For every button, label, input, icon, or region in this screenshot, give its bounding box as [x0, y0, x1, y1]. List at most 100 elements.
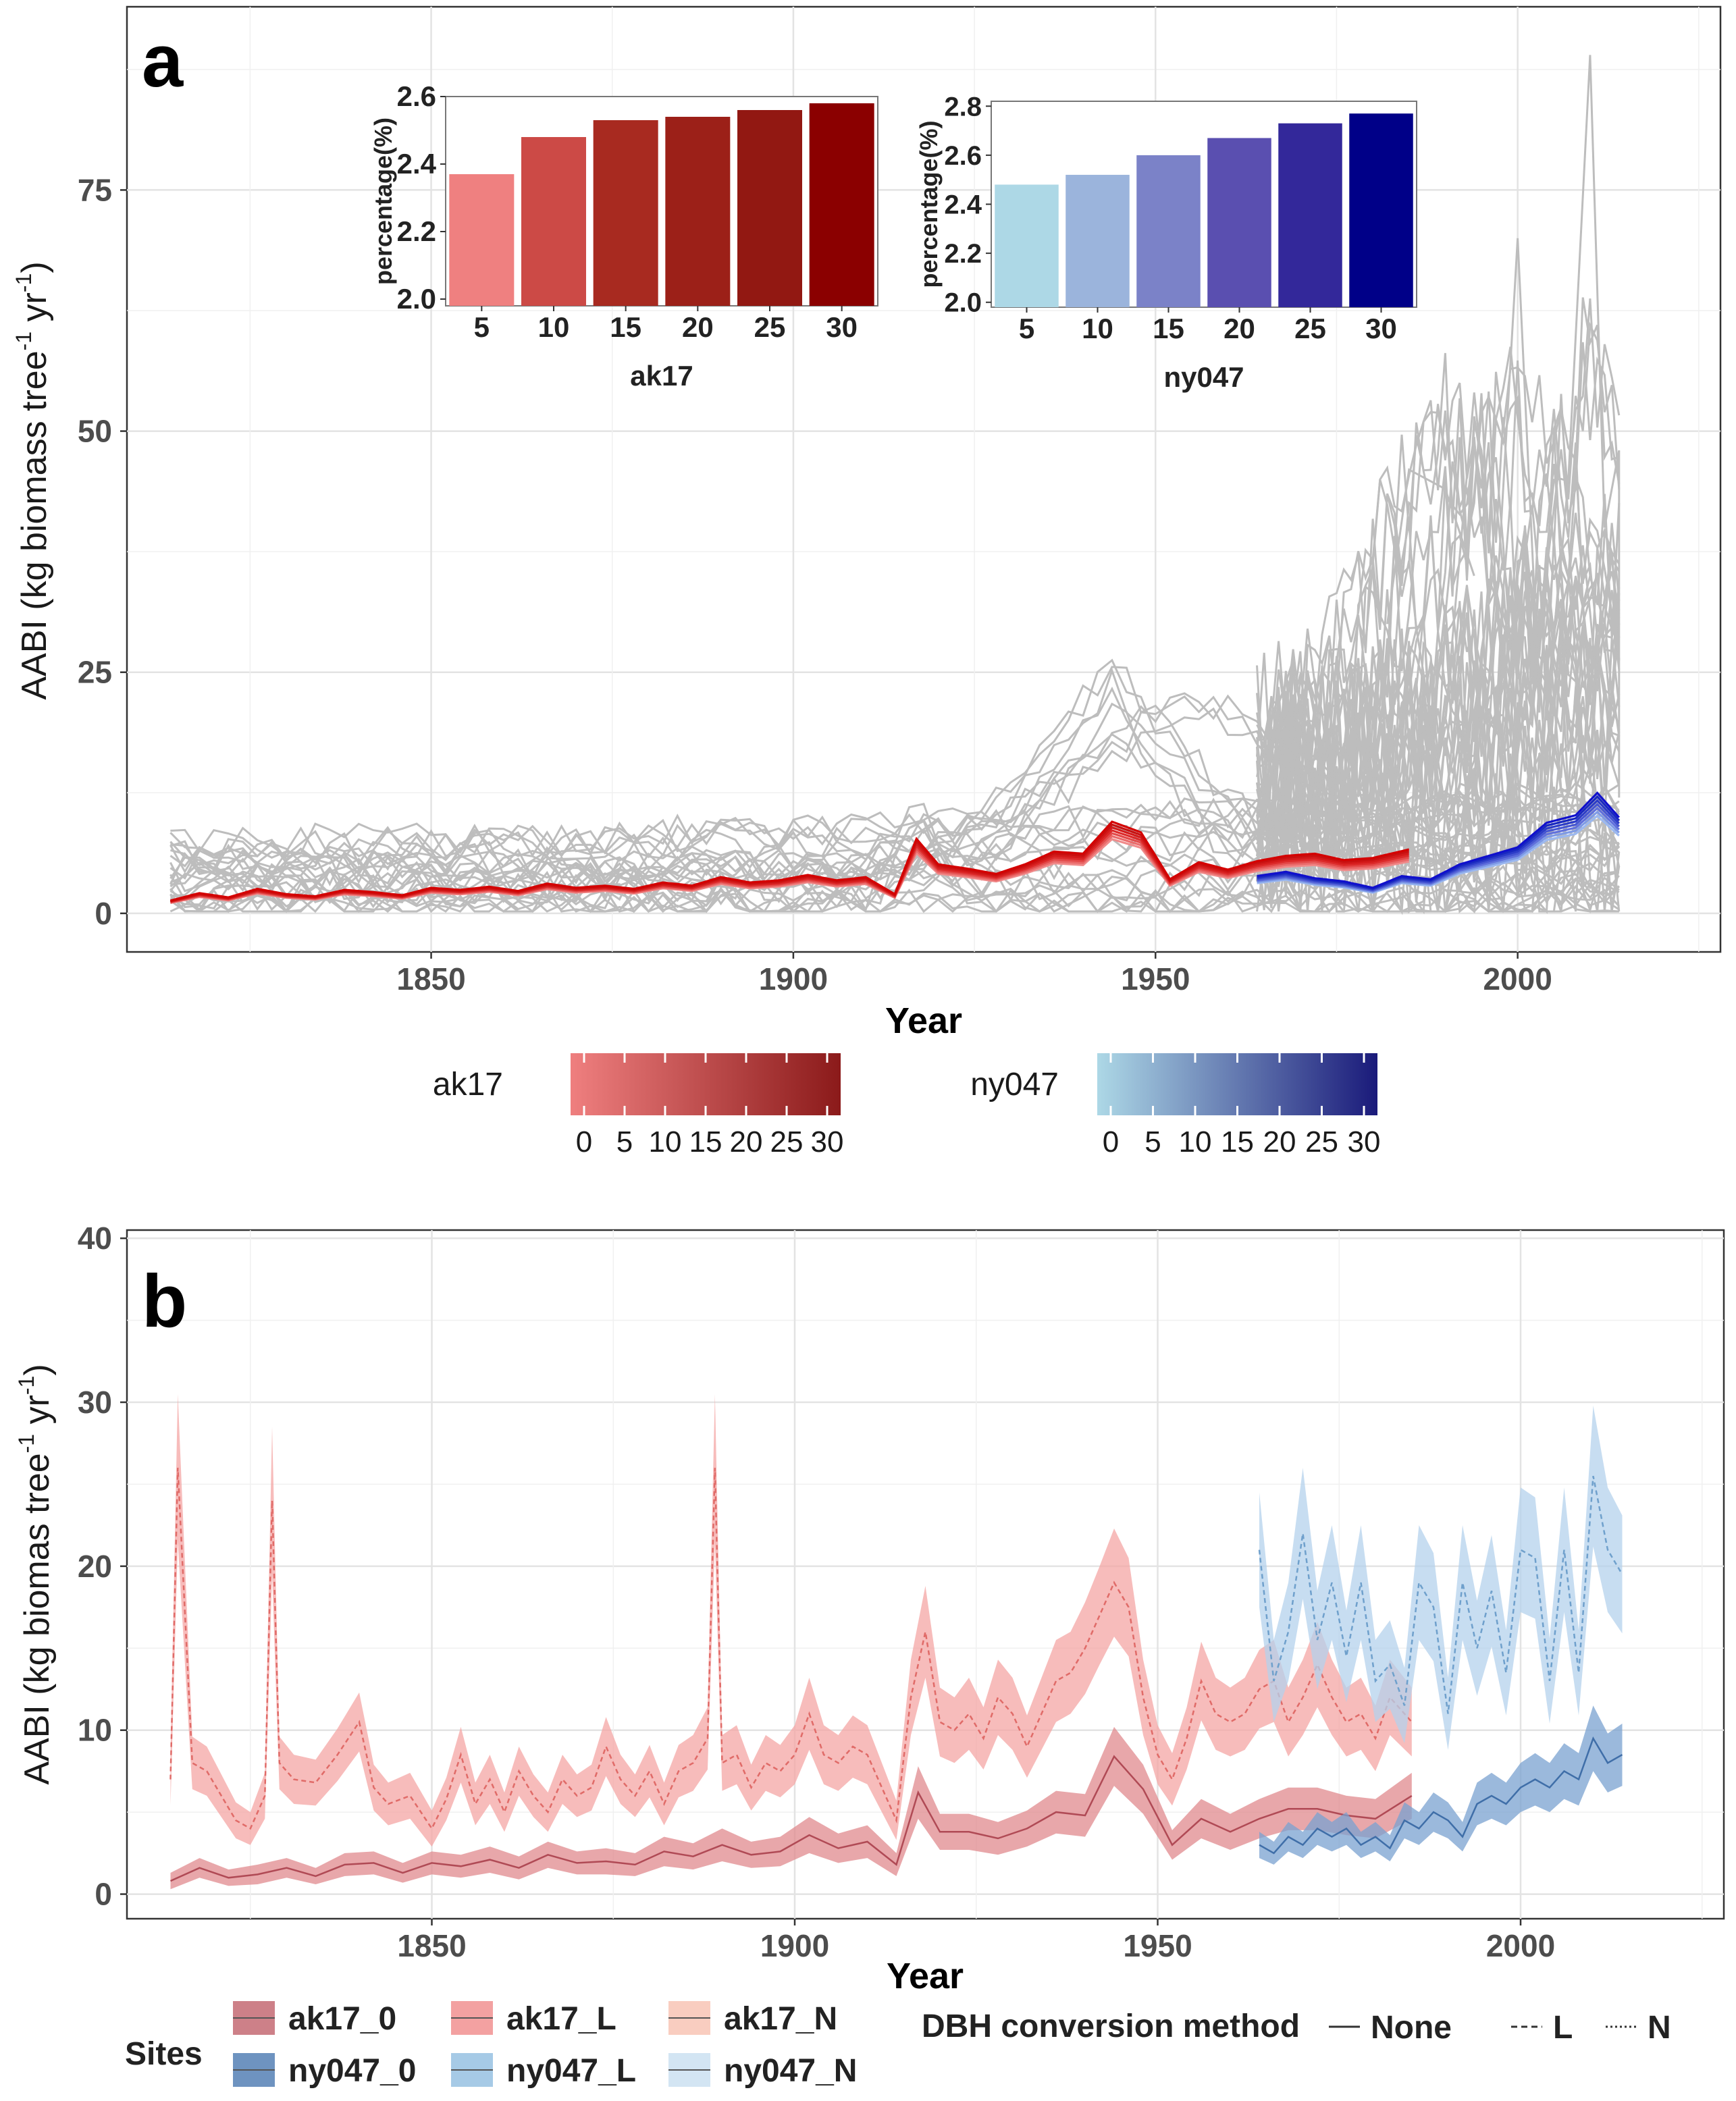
inset-x-tick-label: 30 — [826, 311, 858, 343]
inset-ak17-bar-chart: 2.0 2.2 2.4 2.6 5 10 15 20 25 30 ak17 percentage(%) — [369, 80, 878, 392]
x-tick-label: 2000 — [1483, 961, 1552, 996]
tree-line — [1488, 238, 1541, 740]
tree-line — [1256, 346, 1621, 833]
inset-x-tick-label: 10 — [1082, 313, 1113, 344]
inset-bar-15 — [593, 120, 658, 306]
inset-bar-20 — [665, 117, 731, 306]
series-ny047-line — [1257, 791, 1620, 889]
colorbar-tick-label: 20 — [730, 1125, 763, 1159]
inset-bar-15 — [1136, 155, 1201, 307]
y-tick-label: 50 — [78, 414, 112, 449]
inset-plot-area — [991, 101, 1417, 308]
colorbar-tick-label: 20 — [1263, 1125, 1296, 1159]
series-ak17-line — [170, 820, 1410, 902]
y-tick-label: 75 — [78, 172, 112, 207]
inset-x-axis-label: ny047 — [1163, 361, 1244, 393]
y-tick-label: 0 — [95, 1877, 112, 1912]
series-ny047_L-band — [1259, 1405, 1623, 1750]
colorbar-tick-label: 10 — [649, 1125, 682, 1159]
inset-bar-30 — [809, 103, 874, 306]
legend-sites-title: Sites — [125, 2036, 203, 2072]
colorbar-tick-label: 30 — [1348, 1125, 1381, 1159]
inset-y-axis-label: percentage(%) — [915, 120, 943, 288]
inset-bar-5 — [995, 184, 1059, 307]
panel-a-legend: ak17 0 5 10 15 20 25 30 ny047 0 5 10 15 20 25 30 — [433, 1053, 1381, 1159]
tree-line — [1386, 468, 1475, 624]
legend-ak17-title: ak17 — [433, 1067, 503, 1102]
y-tick-label: 20 — [78, 1549, 112, 1584]
legend-method-title: DBH conversion method — [922, 2009, 1300, 2044]
inset-x-axis-label: ak17 — [630, 360, 693, 392]
legend-label-ak17_0: ak17_0 — [288, 2001, 396, 2037]
y-tick-label: 40 — [78, 1221, 112, 1256]
inset-x-tick-label: 20 — [682, 311, 714, 343]
panel-a-x-axis-label: Year — [885, 1001, 962, 1041]
colorbar-tick-label: 30 — [811, 1125, 844, 1159]
legend-ny047-colorbar — [1097, 1053, 1377, 1115]
series-ny047_L-line — [1258, 1476, 1623, 1714]
panel-b-axes: 0 10 20 30 40 1850 1900 1950 2000 — [78, 1221, 1555, 1963]
tree-line — [1444, 392, 1504, 721]
series-ak17_L-line — [169, 1468, 1413, 1830]
panel-a-axes: 0 25 50 75 1850 1900 1950 2000 — [78, 172, 1552, 996]
series-ny047_0-band — [1259, 1705, 1623, 1865]
x-tick-label: 2000 — [1486, 1928, 1555, 1963]
inset-y-tick-label: 2.8 — [944, 92, 982, 122]
inset-y-tick-label: 2.6 — [397, 80, 436, 112]
inset-bar-5 — [449, 174, 515, 306]
legend-label-ny047_N: ny047_N — [724, 2053, 857, 2089]
panel-b-site-series — [169, 1393, 1623, 1890]
panel-a-individual-tree-lines — [169, 55, 1621, 915]
x-tick-label: 1900 — [759, 961, 828, 996]
colorbar-tick-label: 5 — [1145, 1125, 1161, 1159]
legend-method-label-L: L — [1553, 2010, 1573, 2046]
legend-ak17-ticks: 0 5 10 15 20 25 30 — [576, 1053, 844, 1159]
series-ny047-line — [1257, 795, 1620, 890]
tree-line — [1256, 772, 1621, 915]
inset-y-tick-label: 2.2 — [944, 239, 982, 269]
series-ny047-line — [1257, 799, 1620, 891]
legend-ak17-colorbar — [571, 1053, 841, 1115]
colorbar-tick-label: 15 — [1221, 1125, 1254, 1159]
inset-y-axis-label: percentage(%) — [369, 117, 397, 285]
tree-line — [1256, 410, 1621, 799]
series-ny047-line — [1257, 814, 1620, 894]
inset-x-tick-label: 15 — [1153, 313, 1184, 344]
series-ny047_0-line — [1259, 1736, 1623, 1855]
colorbar-tick-label: 5 — [616, 1125, 633, 1159]
legend-label-ny047_0: ny047_0 — [288, 2053, 417, 2089]
x-tick-label: 1850 — [396, 961, 465, 996]
tree-line — [169, 888, 1620, 913]
series-ak17_0-band — [170, 1726, 1412, 1890]
tree-line — [1257, 545, 1621, 832]
legend-label-ak17_N: ak17_N — [724, 2001, 837, 2037]
colorbar-tick-label: 10 — [1179, 1125, 1212, 1159]
inset-bar-25 — [737, 110, 802, 306]
inset-x-tick-label: 5 — [1019, 313, 1034, 344]
inset-x-tick-label: 25 — [1294, 313, 1326, 344]
inset-x-tick-label: 5 — [474, 311, 490, 343]
y-tick-label: 30 — [78, 1385, 112, 1420]
inset-bar-20 — [1207, 138, 1271, 307]
panel-b-y-axis-label: AABI (kg biomas tree-1 yr-1) — [14, 1364, 57, 1784]
colorbar-tick-label: 0 — [1103, 1125, 1119, 1159]
y-tick-label: 0 — [95, 896, 112, 931]
inset-ny047-bar-chart: 2.0 2.2 2.4 2.6 2.8 5 10 15 20 25 30 ny047 percentag… — [915, 92, 1417, 393]
inset-y-tick-label: 2.6 — [944, 141, 982, 171]
inset-y-tick-label: 2.4 — [397, 148, 437, 180]
inset-y-tick-label: 2.4 — [944, 190, 982, 220]
tree-line — [1256, 297, 1621, 824]
x-tick-label: 1950 — [1121, 961, 1190, 996]
x-tick-label: 1950 — [1123, 1928, 1192, 1963]
inset-y-tick-label: 2.2 — [397, 215, 436, 247]
inset-plot-area — [445, 96, 878, 307]
panel-a-letter: a — [142, 20, 184, 103]
inset-y-tick-label: 2.0 — [944, 288, 982, 318]
panel-a-y-axis-label: AABI (kg biomass tree-1 yr-1) — [11, 261, 54, 699]
legend-ny047-ticks: 0 5 10 15 20 25 30 — [1103, 1053, 1381, 1159]
series-ak17_0-line — [169, 1755, 1413, 1882]
tree-line — [1546, 55, 1621, 798]
y-tick-label: 10 — [78, 1713, 112, 1748]
